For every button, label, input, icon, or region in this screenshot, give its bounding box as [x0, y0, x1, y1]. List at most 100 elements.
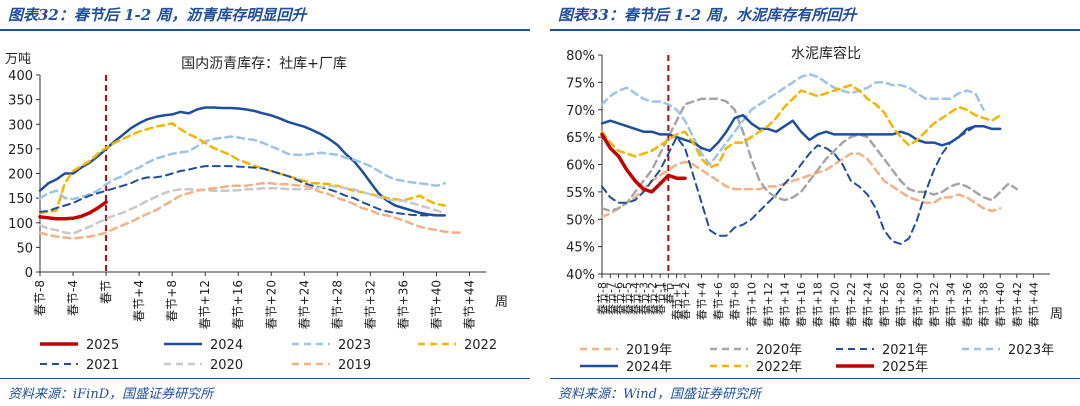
y-tick-label: 40% — [566, 268, 595, 283]
x-tick-label: 春节-8 — [596, 282, 609, 315]
series-line-2019年 — [600, 152, 1002, 218]
y-axis-label: 万吨 — [5, 52, 31, 67]
x-tick-label: 春节+36 — [961, 282, 974, 327]
y-tick-label: 300 — [8, 118, 33, 133]
x-tick-label: 春节+2 — [679, 282, 692, 320]
legend-label: 2020 — [210, 358, 243, 373]
legend-label: 2024 — [210, 338, 243, 353]
series-line-2023 — [38, 135, 446, 201]
x-tick-label: 春节+30 — [911, 282, 924, 327]
series-line-2019 — [38, 182, 463, 240]
legend-label: 2023年 — [1008, 343, 1054, 358]
y-tick-label: 150 — [8, 192, 33, 207]
chart-title: 国内沥青库存：社库+厂库 — [181, 56, 347, 72]
x-axis-label: 周 — [495, 295, 508, 310]
x-tick-label: 春节+4 — [696, 282, 709, 320]
x-tick-label: 春节-1 — [654, 282, 667, 315]
y-tick-label: 55% — [566, 186, 595, 201]
asphalt-inventory-chart: 0 50 100 150 200 250 300 350 400 春节-8 春节-4 春节 春节+4 春节… — [5, 52, 508, 373]
y-tick-label: 75% — [566, 76, 595, 91]
x-tick-label: 春节+4 — [132, 280, 146, 322]
series-line-2020年 — [600, 97, 1019, 213]
y-tick-label: 250 — [8, 143, 33, 158]
x-tick-label: 春节+12 — [762, 282, 775, 327]
x-tick-label: 春节+20 — [828, 282, 841, 327]
legend-label: 2019 — [338, 358, 371, 373]
figure-source: 资料来源：iFinD，国盛证券研究所 — [8, 387, 214, 402]
x-tick-label: 春节-7 — [604, 282, 617, 315]
x-tick-label: 春节-8 — [33, 280, 47, 316]
x-tick-label: 春节-2 — [646, 282, 659, 315]
legend-label: 2020年 — [756, 343, 802, 358]
legend-label: 2019年 — [626, 343, 672, 358]
x-tick-label: 春节+28 — [895, 282, 908, 327]
x-axis-label: 周 — [1050, 307, 1063, 322]
x-tick-label: 春节-4 — [629, 282, 642, 315]
x-tick-label: 春节 — [99, 280, 113, 304]
x-tick-label: 春节+42 — [1011, 282, 1024, 327]
x-tick-label: 春节-4 — [66, 280, 80, 316]
series-line-2022年 — [600, 83, 1002, 169]
x-tick-label: 春节+16 — [231, 280, 245, 329]
x-tick-label: 春节+12 — [198, 280, 212, 329]
x-tick-label: 春节+22 — [845, 282, 858, 327]
y-tick-label: 50% — [566, 213, 595, 228]
legend-label: 2022年 — [756, 360, 802, 375]
x-tick-label: 春节-3 — [637, 282, 650, 315]
x-tick-label: 春节+10 — [745, 282, 758, 327]
x-tick-label: 春节+44 — [1027, 282, 1040, 327]
figure-title: 图表33：春节后 1-2 周，水泥库存有所回升 — [558, 6, 857, 24]
figure-title: 图表32：春节后 1-2 周，沥青库存明显回升 — [8, 6, 307, 24]
series-line-2025 — [38, 200, 108, 221]
x-tick-label: 春节+26 — [878, 282, 891, 327]
legend-label: 2025年 — [882, 360, 928, 375]
series-line-2020 — [38, 184, 446, 235]
y-tick-label: 45% — [566, 241, 595, 256]
source-rule — [550, 378, 1080, 379]
x-tick-label: 春节+16 — [795, 282, 808, 327]
x-tick-label: 春节+18 — [812, 282, 825, 327]
x-tick-label: 春节-6 — [613, 282, 626, 315]
x-tick-label: 春节+34 — [944, 282, 957, 327]
x-tick-label: 春节+44 — [462, 280, 476, 329]
y-tick-label: 80% — [566, 49, 595, 64]
y-tick-label: 60% — [566, 159, 595, 174]
figure-source: 资料来源：Wind，国盛证券研究所 — [558, 387, 761, 402]
left-figure-panel: 图表32：春节后 1-2 周，沥青库存明显回升 0 50 100 150 200 250 3… — [0, 0, 530, 406]
x-tick-label: 春节+28 — [330, 280, 344, 329]
x-tick-label: 春节+1 — [671, 282, 684, 320]
x-tick-label: 春节+40 — [994, 282, 1007, 327]
legend-label: 2022 — [464, 338, 497, 353]
y-tick-label: 100 — [8, 217, 33, 232]
series-line-2025年 — [600, 132, 687, 194]
legend-label: 2021 — [86, 358, 119, 373]
y-tick-label: 65% — [566, 131, 595, 146]
x-tick-label: 春节+8 — [165, 280, 179, 322]
x-tick-label: 春节+32 — [928, 282, 941, 327]
y-tick-label: 400 — [8, 69, 33, 84]
series-line-2024年 — [600, 113, 1002, 153]
legend-label: 2021年 — [882, 343, 928, 358]
y-tick-label: 200 — [8, 168, 33, 183]
right-figure-panel: 图表33：春节后 1-2 周，水泥库存有所回升 40% 45% 50% 55% 60% 6… — [550, 0, 1080, 406]
y-tick-label: 350 — [8, 94, 33, 109]
series-line-2023年 — [600, 72, 985, 166]
title-rule — [0, 29, 530, 31]
legend-label: 2024年 — [626, 360, 672, 375]
source-rule — [0, 378, 530, 379]
title-rule — [550, 29, 1080, 31]
x-tick-label: 春节+24 — [297, 280, 311, 329]
x-tick-label: 春节+24 — [861, 282, 874, 327]
series-line-2021年 — [601, 125, 977, 245]
x-tick-label: 春节+36 — [396, 280, 410, 329]
y-tick-label: 50 — [16, 241, 33, 256]
x-tick-label: 春节+32 — [363, 280, 377, 329]
x-tick-label: 春节-5 — [621, 282, 634, 315]
x-tick-label: 春节 — [662, 282, 675, 304]
cement-capacity-ratio-chart: 40%45%50%55%60%65%70%75%80%春节-8春节-7春节-6春… — [566, 45, 1063, 375]
x-tick-label: 春节+38 — [978, 282, 991, 327]
chart-title: 水泥库容比 — [791, 45, 861, 62]
x-tick-label: 春节+20 — [264, 280, 278, 329]
y-tick-label: 0 — [25, 266, 33, 281]
x-tick-label: 春节+40 — [429, 280, 443, 329]
